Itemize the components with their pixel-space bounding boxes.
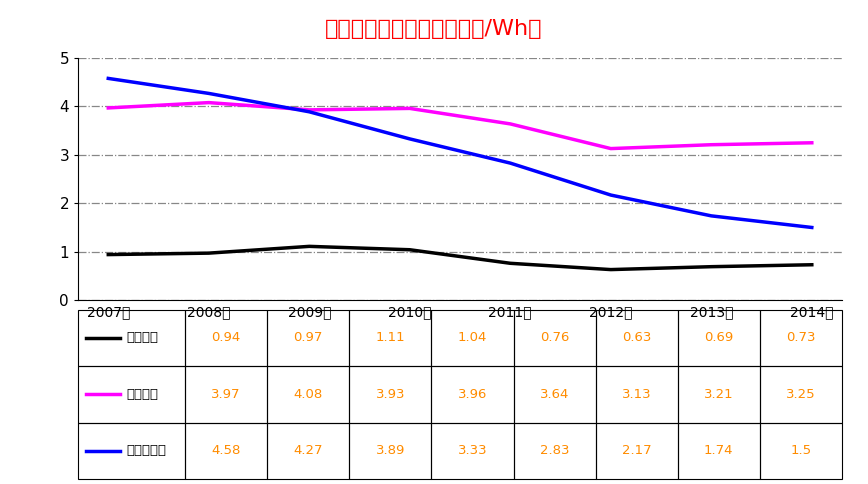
Text: 铅酸电池: 铅酸电池 (126, 332, 158, 345)
Text: 3.25: 3.25 (786, 388, 816, 401)
Bar (349, 423, 431, 479)
Bar (267, 366, 349, 423)
Text: 1.11: 1.11 (376, 332, 405, 345)
Bar (349, 310, 431, 366)
Text: 3.13: 3.13 (621, 388, 652, 401)
Text: 0.76: 0.76 (540, 332, 569, 345)
Text: 4.08: 4.08 (293, 388, 323, 401)
Bar (678, 366, 760, 423)
Text: 0.63: 0.63 (622, 332, 651, 345)
Text: 1.04: 1.04 (457, 332, 487, 345)
Bar (267, 423, 349, 479)
Bar (595, 366, 678, 423)
Bar (185, 423, 267, 479)
Text: 1.5: 1.5 (791, 444, 812, 457)
Bar (760, 366, 842, 423)
Bar (185, 310, 267, 366)
Bar (185, 366, 267, 423)
Bar (678, 423, 760, 479)
Text: 4.58: 4.58 (212, 444, 240, 457)
Text: 锂离子电池: 锂离子电池 (126, 444, 167, 457)
Text: 0.73: 0.73 (786, 332, 816, 345)
Text: 3.97: 3.97 (212, 388, 240, 401)
Bar (78, 423, 185, 479)
Bar (514, 423, 595, 479)
Bar (431, 423, 514, 479)
Text: 3.64: 3.64 (540, 388, 569, 401)
Bar (760, 310, 842, 366)
Text: 1.74: 1.74 (704, 444, 733, 457)
Text: 2.17: 2.17 (621, 444, 652, 457)
Bar (78, 366, 185, 423)
Text: 0.69: 0.69 (704, 332, 733, 345)
Bar (514, 310, 595, 366)
Text: 3.89: 3.89 (376, 444, 405, 457)
Bar (595, 423, 678, 479)
Text: 镍氢电池: 镍氢电池 (126, 388, 158, 401)
Bar (760, 423, 842, 479)
Text: 主要二次电池价格变化（元/Wh）: 主要二次电池价格变化（元/Wh） (326, 19, 542, 39)
Bar (267, 310, 349, 366)
Bar (431, 310, 514, 366)
Text: 2.83: 2.83 (540, 444, 569, 457)
Text: 3.33: 3.33 (457, 444, 487, 457)
Bar (78, 310, 185, 366)
Text: 4.27: 4.27 (293, 444, 323, 457)
Text: 0.94: 0.94 (212, 332, 240, 345)
Bar (431, 366, 514, 423)
Text: 0.97: 0.97 (293, 332, 323, 345)
Text: 3.93: 3.93 (376, 388, 405, 401)
Bar (595, 310, 678, 366)
Text: 3.21: 3.21 (704, 388, 733, 401)
Bar (514, 366, 595, 423)
Bar (349, 366, 431, 423)
Text: 3.96: 3.96 (457, 388, 487, 401)
Bar (678, 310, 760, 366)
